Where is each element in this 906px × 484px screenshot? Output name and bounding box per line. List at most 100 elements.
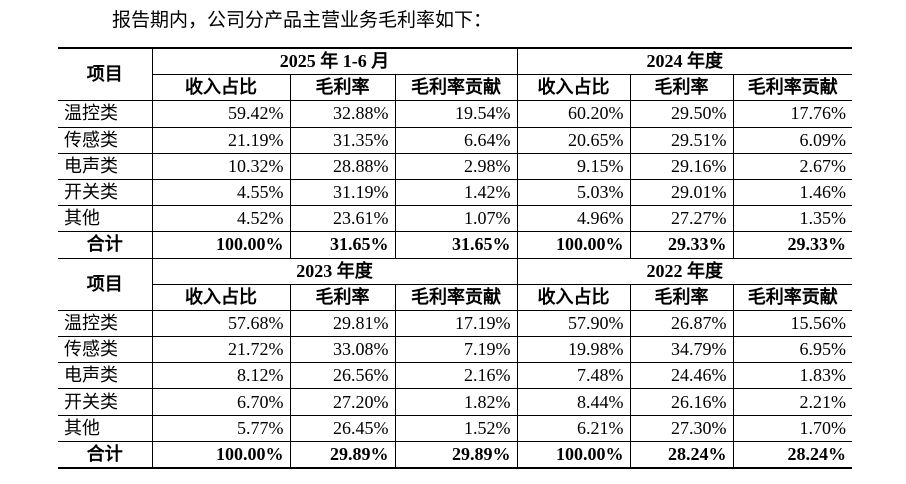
cell-value: 26.16%: [629, 388, 734, 416]
cell-value: 24.46%: [629, 362, 734, 390]
cell-value: 100.00%: [516, 440, 631, 469]
cell-value: 60.20%: [516, 100, 631, 128]
cell-value: 100.00%: [151, 440, 291, 469]
column-header: 收入占比: [152, 283, 291, 311]
item-header: 项目: [58, 257, 153, 311]
cell-value: 19.98%: [516, 336, 631, 364]
column-header: 毛利率: [289, 283, 396, 311]
period-header: 2023 年度: [151, 257, 518, 285]
cell-value: 32.88%: [289, 100, 396, 128]
data-row: 传感类 21.72% 33.08% 7.19% 19.98% 34.79% 6.95%: [58, 336, 853, 364]
column-header: 毛利率: [289, 74, 396, 102]
data-row: 开关类 4.55% 31.19% 1.42% 5.03% 29.01% 1.46%: [58, 178, 853, 207]
column-header: 毛利率: [629, 74, 734, 102]
cell-value: 27.30%: [629, 414, 734, 442]
cell-value: 1.46%: [732, 178, 853, 207]
cell-value: 1.35%: [732, 205, 853, 233]
column-header: 毛利率贡献: [394, 283, 518, 311]
item-header: 项目: [58, 47, 153, 102]
data-row: 其他 4.52% 23.61% 1.07% 4.96% 27.27% 1.35%: [58, 205, 853, 233]
row-label: 温控类: [58, 309, 153, 338]
row-label: 传感类: [58, 336, 153, 364]
cell-value: 1.70%: [732, 414, 853, 442]
period-header: 2025 年 1-6 月: [151, 47, 518, 76]
cell-value: 29.50%: [629, 100, 734, 128]
intro-text: 报告期内，公司分产品主营业务毛利率如下：: [112, 10, 493, 31]
cell-value: 4.55%: [151, 178, 291, 207]
cell-value: 6.64%: [394, 126, 518, 154]
cell-value: 29.01%: [629, 178, 734, 207]
period-header: 2024 年度: [516, 47, 853, 76]
subheader-row: 收入占比 毛利率 毛利率贡献 收入占比 毛利率 毛利率贡献: [58, 74, 853, 102]
cell-value: 6.70%: [151, 388, 291, 416]
cell-value: 27.27%: [629, 205, 734, 233]
cell-value: 29.16%: [629, 152, 734, 180]
column-header: 毛利率贡献: [394, 74, 518, 102]
cell-value: 57.68%: [151, 309, 291, 338]
cell-value: 17.76%: [732, 100, 853, 128]
cell-value: 29.81%: [289, 309, 396, 338]
data-row: 传感类 21.19% 31.35% 6.64% 20.65% 29.51% 6.09%: [58, 126, 853, 154]
cell-value: 29.33%: [629, 231, 734, 259]
row-label: 其他: [58, 205, 153, 233]
cell-value: 10.32%: [151, 152, 291, 180]
header-row: 项目 2025 年 1-6 月 2024 年度: [58, 47, 853, 102]
cell-value: 31.65%: [289, 231, 396, 259]
cell-value: 100.00%: [516, 231, 631, 259]
cell-value: 6.09%: [732, 126, 853, 154]
data-row: 开关类 6.70% 27.20% 1.82% 8.44% 26.16% 2.21%: [58, 388, 853, 416]
cell-value: 5.77%: [151, 414, 291, 442]
cell-value: 33.08%: [289, 336, 396, 364]
cell-value: 1.52%: [394, 414, 518, 442]
cell-value: 7.19%: [394, 336, 518, 364]
row-label: 开关类: [58, 388, 153, 416]
cell-value: 9.15%: [516, 152, 631, 180]
total-row: 合计 100.00% 31.65% 31.65% 100.00% 29.33% 29.33%: [58, 231, 853, 259]
margin-table: 项目 2025 年 1-6 月 2024 年度 收入占比 毛利率 毛利率贡献 收入占比 毛利率…: [58, 47, 853, 469]
cell-value: 2.98%: [394, 152, 518, 180]
column-header: 毛利率贡献: [732, 283, 853, 311]
cell-value: 1.42%: [394, 178, 518, 207]
cell-value: 20.65%: [516, 126, 631, 154]
data-row: 温控类 57.68% 29.81% 17.19% 57.90% 26.87% 15.56%: [58, 309, 853, 338]
row-label: 合计: [58, 231, 153, 259]
cell-value: 8.44%: [516, 388, 631, 416]
cell-value: 1.83%: [732, 362, 853, 390]
row-label: 电声类: [58, 362, 153, 390]
cell-value: 29.33%: [732, 231, 853, 259]
column-header: 收入占比: [516, 283, 631, 311]
row-label: 温控类: [58, 100, 153, 128]
row-label: 合计: [58, 440, 153, 469]
row-label: 传感类: [58, 126, 153, 154]
cell-value: 6.95%: [732, 336, 853, 364]
data-row: 温控类 59.42% 32.88% 19.54% 60.20% 29.50% 17.76%: [58, 100, 853, 128]
period-header: 2022 年度: [516, 257, 853, 285]
total-row: 合计 100.00% 29.89% 29.89% 100.00% 28.24% 28.24%: [58, 440, 853, 469]
cell-value: 100.00%: [151, 231, 291, 259]
cell-value: 15.56%: [732, 309, 853, 338]
cell-value: 26.56%: [289, 362, 396, 390]
header-row: 项目 2023 年度 2022 年度: [58, 257, 853, 311]
row-label: 其他: [58, 414, 153, 442]
cell-value: 31.35%: [289, 126, 396, 154]
data-row: 电声类 8.12% 26.56% 2.16% 7.48% 24.46% 1.83%: [58, 362, 853, 390]
cell-value: 34.79%: [629, 336, 734, 364]
cell-value: 1.82%: [394, 388, 518, 416]
row-label: 电声类: [58, 152, 153, 180]
data-row: 其他 5.77% 26.45% 1.52% 6.21% 27.30% 1.70%: [58, 414, 853, 442]
cell-value: 31.65%: [394, 231, 518, 259]
cell-value: 8.12%: [151, 362, 291, 390]
cell-value: 19.54%: [394, 100, 518, 128]
cell-value: 7.48%: [516, 362, 631, 390]
data-row: 电声类 10.32% 28.88% 2.98% 9.15% 29.16% 2.67%: [58, 152, 853, 180]
cell-value: 27.20%: [289, 388, 396, 416]
cell-value: 21.72%: [151, 336, 291, 364]
cell-value: 2.67%: [732, 152, 853, 180]
subheader-row: 收入占比 毛利率 毛利率贡献 收入占比 毛利率 毛利率贡献: [58, 283, 853, 311]
cell-value: 1.07%: [394, 205, 518, 233]
cell-value: 21.19%: [151, 126, 291, 154]
cell-value: 28.24%: [629, 440, 734, 469]
cell-value: 57.90%: [516, 309, 631, 338]
cell-value: 4.96%: [516, 205, 631, 233]
